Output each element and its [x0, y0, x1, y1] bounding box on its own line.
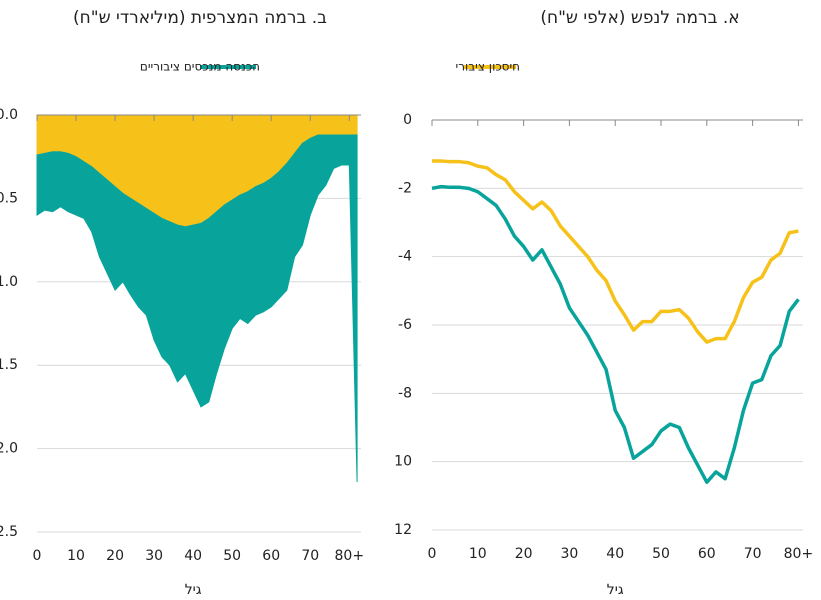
y-tick-label: -2.5 [0, 524, 18, 540]
legend-label: הכנסה מנכסים ציבוריים [140, 60, 260, 74]
y-tick-label: 0 [403, 112, 412, 128]
x-tick-label: 0 [33, 548, 42, 564]
x-tick-label: 70 [301, 548, 319, 564]
y-tick-label: -1.0 [0, 274, 18, 290]
x-tick-label: 20 [106, 548, 124, 564]
area [36, 134, 358, 482]
y-tick-label: -6 [398, 317, 412, 333]
x-tick-label: 70 [744, 546, 762, 562]
x-tick-label: 50 [223, 548, 241, 564]
line [431, 184, 800, 484]
y-tick-label: -2 [398, 180, 412, 196]
chart-title: א. ברמה לנפש (אלפי ש"ח) [540, 8, 739, 28]
legend-label: חיסכון ציבורי [456, 60, 520, 74]
x-tick-label: 60 [698, 546, 716, 562]
x-tick-label: 60 [262, 548, 280, 564]
x-tick-label: 40 [184, 548, 202, 564]
x-axis-label: גיל [607, 582, 624, 598]
line [432, 159, 799, 344]
x-tick-label: 80+ [784, 546, 814, 562]
y-tick-label: -8 [398, 385, 412, 401]
x-tick-label: 30 [560, 546, 578, 562]
x-axis-label: גיל [185, 582, 202, 598]
x-tick-label: 10 [469, 546, 487, 562]
x-tick-label: 20 [515, 546, 533, 562]
x-tick-label: 50 [652, 546, 670, 562]
y-tick-label: -1.5 [0, 357, 18, 373]
y-tick-label: -2.0 [0, 441, 18, 457]
y-tick-label: -4 [398, 249, 412, 265]
y-tick-label: -0.5 [0, 190, 18, 206]
x-tick-label: 10 [67, 548, 85, 564]
x-tick-label: 40 [606, 546, 624, 562]
chart-title: ב. ברמה המצרפית (מיליארדי ש"ח) [73, 8, 327, 28]
y-tick-label: 12 [394, 522, 412, 538]
x-tick-label: 30 [145, 548, 163, 564]
y-tick-label: 0.0 [0, 107, 18, 123]
y-tick-label: 10 [394, 454, 412, 470]
x-tick-label: 80+ [335, 548, 365, 564]
x-tick-label: 0 [428, 546, 437, 562]
